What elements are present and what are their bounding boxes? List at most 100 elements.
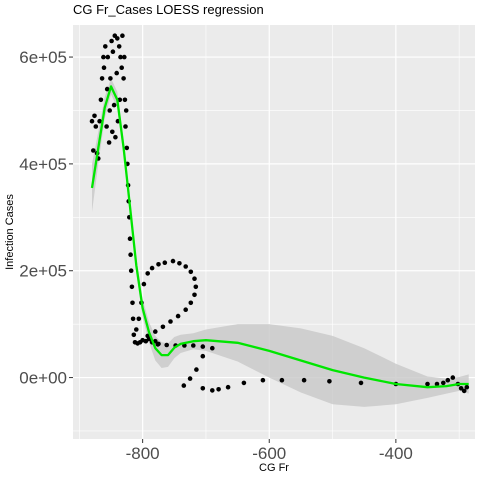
data-point	[108, 76, 113, 81]
data-point	[101, 54, 106, 60]
data-point	[168, 319, 173, 324]
data-point	[122, 54, 127, 60]
data-point	[200, 353, 206, 359]
data-point	[117, 97, 123, 103]
data-point	[89, 118, 95, 124]
data-point	[123, 108, 129, 113]
data-point	[122, 97, 128, 103]
y-tick-label: 0e+00	[19, 369, 67, 388]
data-point	[200, 386, 206, 391]
data-point	[114, 70, 119, 76]
data-point	[441, 380, 446, 386]
data-point	[104, 86, 110, 92]
data-point	[358, 380, 364, 386]
data-point	[425, 381, 430, 387]
data-point	[464, 384, 470, 390]
data-point	[93, 124, 99, 129]
data-point	[188, 300, 194, 306]
data-point	[110, 129, 115, 135]
data-point	[187, 376, 193, 381]
data-point	[210, 388, 215, 393]
data-point	[155, 342, 161, 347]
data-point	[177, 261, 182, 266]
data-point	[434, 381, 440, 387]
y-tick-label: 6e+05	[19, 48, 67, 67]
confidence-band	[92, 78, 469, 407]
y-tick-label: 2e+05	[19, 262, 67, 281]
data-point	[92, 113, 97, 119]
x-tick-label: -400	[379, 444, 413, 463]
data-point	[131, 332, 137, 338]
y-axis: 0e+00 2e+05 4e+05 6e+05	[19, 48, 73, 388]
x-axis: -800 -600 -400	[126, 439, 413, 463]
data-point	[123, 124, 128, 129]
data-point	[127, 236, 133, 241]
data-point	[128, 268, 134, 274]
data-point	[183, 307, 188, 313]
data-point	[111, 102, 117, 108]
data-point	[153, 329, 158, 334]
data-point	[105, 54, 111, 60]
data-point	[194, 367, 199, 372]
data-point	[216, 387, 221, 392]
x-tick-label: -600	[252, 444, 286, 463]
data-point	[120, 33, 125, 38]
data-point	[103, 44, 108, 49]
data-point	[118, 54, 123, 60]
data-point	[160, 324, 166, 330]
data-point	[170, 258, 176, 264]
grid-minor	[73, 25, 475, 439]
data-point	[128, 252, 133, 257]
data-point	[200, 344, 206, 349]
data-point	[107, 108, 112, 113]
data-point	[461, 388, 467, 394]
data-point	[104, 124, 109, 129]
data-point	[109, 38, 114, 44]
data-point	[260, 377, 266, 383]
data-point	[162, 260, 168, 266]
data-point	[192, 292, 197, 298]
data-point	[225, 384, 231, 390]
data-point	[136, 316, 142, 322]
data-point	[101, 65, 107, 70]
data-point	[91, 148, 96, 153]
y-axis-title: Infection Cases	[4, 194, 16, 270]
data-point	[130, 316, 136, 322]
y-tick-label: 4e+05	[19, 155, 67, 174]
data-point	[145, 271, 150, 276]
data-point	[130, 300, 135, 306]
loess-fit-line	[90, 85, 469, 389]
data-point	[99, 76, 105, 81]
data-point	[116, 44, 122, 49]
data-point	[119, 65, 124, 70]
data-point	[121, 76, 126, 81]
data-point	[450, 375, 456, 380]
data-point	[98, 97, 104, 103]
data-point	[193, 284, 199, 290]
data-point	[301, 377, 307, 383]
data-point	[149, 265, 155, 271]
data-point	[110, 49, 116, 54]
data-point	[181, 383, 187, 388]
data-point	[124, 145, 130, 151]
data-point	[115, 36, 120, 41]
data-point	[279, 377, 285, 383]
data-point	[210, 345, 215, 351]
data-point	[327, 379, 332, 384]
data-point	[106, 140, 112, 145]
data-point	[192, 276, 197, 282]
data-point	[458, 386, 464, 391]
data-point	[183, 264, 188, 269]
data-point	[188, 269, 194, 275]
data-point	[191, 343, 196, 348]
data-point	[134, 327, 139, 332]
x-axis-title: CG Fr	[259, 462, 289, 474]
data-point	[141, 281, 147, 287]
data-point	[156, 262, 161, 267]
data-point	[241, 380, 247, 386]
data-point	[113, 134, 118, 140]
data-point	[164, 342, 169, 348]
data-point	[445, 377, 451, 383]
data-point	[175, 313, 181, 319]
